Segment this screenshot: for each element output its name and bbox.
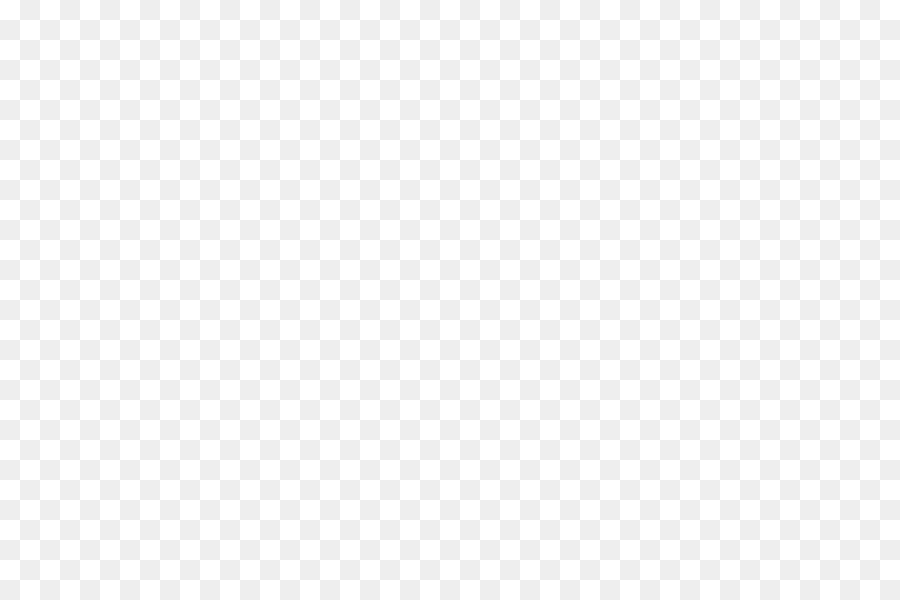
transparent-bg (0, 0, 900, 600)
chart-canvas: Spettro della radiazione solare (Terra)L… (0, 0, 900, 600)
